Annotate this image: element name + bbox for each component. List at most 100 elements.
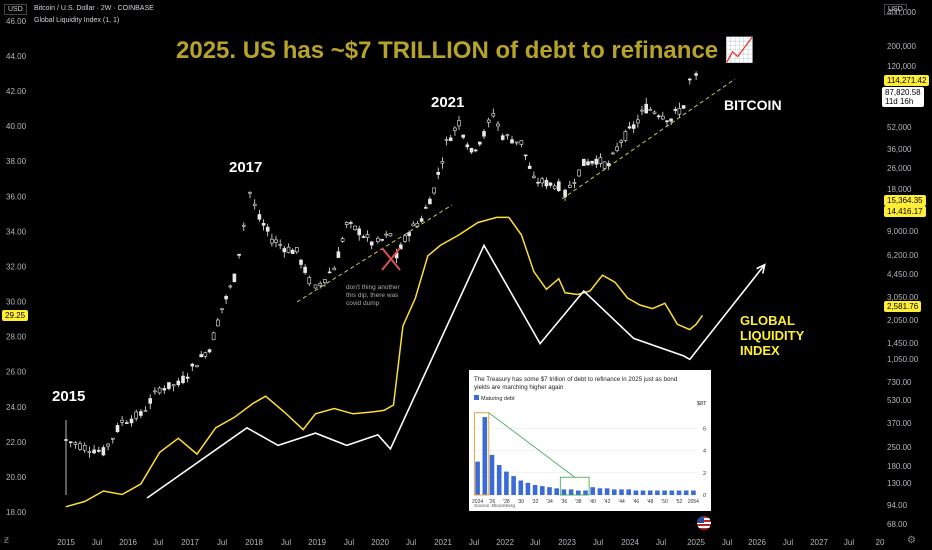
gli-point xyxy=(159,451,161,453)
gli-point xyxy=(676,323,678,325)
btc-candle xyxy=(106,443,110,447)
btc-candle xyxy=(207,349,212,353)
btc-candle xyxy=(577,169,581,177)
inset-bar xyxy=(554,488,559,495)
btc-candle xyxy=(176,380,181,386)
btc-candle xyxy=(572,182,577,184)
btc-candle xyxy=(652,111,657,114)
x-tick-label: Jul xyxy=(281,538,291,547)
gli-point xyxy=(265,395,267,397)
x-tick-label: Jul xyxy=(783,538,793,547)
btc-candle xyxy=(398,244,403,250)
x-tick-label: 2019 xyxy=(308,538,326,547)
level-a-tag: 15,364.35 xyxy=(884,195,926,206)
right-currency-badge[interactable]: USD xyxy=(884,4,907,15)
btc-candle xyxy=(544,180,549,187)
gli-left-tag: 29.25 xyxy=(2,310,29,321)
btc-candle xyxy=(369,241,374,246)
year-label-2015: 2015 xyxy=(52,388,86,405)
btc-candle xyxy=(594,158,599,165)
x-tick-label: 2027 xyxy=(810,538,828,547)
btc-candle xyxy=(299,259,303,265)
gli-point xyxy=(627,297,628,299)
tradingview-logo-icon[interactable]: Ƶ xyxy=(4,536,9,545)
btc-candle xyxy=(111,437,115,440)
x-tick-label: 2020 xyxy=(371,538,389,547)
inset-legend: Maturing debt xyxy=(474,395,515,402)
inset-bar xyxy=(475,461,480,495)
btc-candle xyxy=(252,203,257,207)
y-left-tick-label: 28.00 xyxy=(6,333,27,342)
btc-candle xyxy=(332,267,337,271)
btc-candle xyxy=(143,410,148,412)
gli-point xyxy=(233,416,235,418)
x-tick-label: Jul xyxy=(406,538,416,547)
y-left-tick-label: 42.00 xyxy=(6,87,27,96)
inset-bar xyxy=(547,487,552,495)
gli-point xyxy=(371,411,373,413)
y-right-tick-label: 250.00 xyxy=(887,443,912,452)
projection-arrowhead xyxy=(756,263,766,274)
gli-point xyxy=(602,274,603,276)
btc-candle xyxy=(694,73,698,76)
gli-point xyxy=(383,409,385,411)
btc-candle xyxy=(469,148,474,153)
btc-candle xyxy=(327,271,332,274)
inset-bar xyxy=(662,490,667,495)
year-label-2021: 2021 xyxy=(431,94,465,111)
btc-candle xyxy=(115,425,120,432)
inset-bar xyxy=(489,454,495,495)
btc-candle xyxy=(491,113,496,117)
btc-candle xyxy=(134,411,138,419)
covid-x-marker xyxy=(381,247,401,271)
gli-point xyxy=(283,411,285,413)
inset-y-tick: 6 xyxy=(703,426,706,432)
gli-label-line1: GLOBAL xyxy=(740,313,795,328)
indicator-title[interactable]: Global Liquidity Index (1, 1) xyxy=(34,17,120,24)
y-left-tick-label: 24.00 xyxy=(6,403,27,412)
symbol-title[interactable]: Bitcoin / U.S. Dollar · 2W · COINBASE xyxy=(34,5,154,12)
legend-swatch-icon xyxy=(474,395,479,400)
btc-candle xyxy=(376,237,380,242)
x-tick-label: Jul xyxy=(344,538,354,547)
settings-gear-icon[interactable]: ⚙ xyxy=(907,535,916,546)
btc-last-tag: 87,820.58 11d 16h xyxy=(882,87,924,107)
inset-x-tick: '28 xyxy=(503,499,510,505)
gli-label-line2: LIQUIDITY xyxy=(740,328,805,343)
btc-candle xyxy=(282,248,287,253)
btc-candle xyxy=(171,384,176,387)
inset-bar-chart: 6 4 2 0 2024 '26 '28 '30 '32 '34 '36 '38 '40 '42 '44 '4… xyxy=(472,412,706,505)
inset-bar xyxy=(583,490,588,495)
btc-candle xyxy=(190,363,195,367)
inset-bar xyxy=(504,471,509,495)
btc-candle xyxy=(627,126,632,129)
btc-candle xyxy=(290,249,295,254)
inset-bar xyxy=(532,485,538,495)
btc-candle xyxy=(248,191,252,194)
x-tick-label: Jul xyxy=(469,538,479,547)
gli-point xyxy=(508,216,510,218)
inset-highlight-2036 xyxy=(559,476,590,496)
x-tick-label: Jul xyxy=(530,538,540,547)
btc-candle xyxy=(669,118,673,122)
btc-candle xyxy=(523,154,528,157)
y-left-tick-label: 34.00 xyxy=(6,227,27,236)
inset-bar xyxy=(568,489,574,495)
inset-unit: $8T xyxy=(697,401,707,407)
covid-note: don't thing another this dip, there was … xyxy=(346,284,400,308)
inset-highlight-2025 xyxy=(473,412,490,496)
btc-candle xyxy=(423,207,428,209)
currency-badge[interactable]: USD xyxy=(4,4,27,15)
gli-point xyxy=(352,413,354,415)
gli-point xyxy=(196,453,198,455)
btc-candle xyxy=(552,185,557,190)
y-right-tick-label: 26,000 xyxy=(887,164,912,173)
x-tick-label: Jul xyxy=(217,538,227,547)
inset-bar xyxy=(496,465,502,495)
inset-x-tick: '46 xyxy=(633,499,640,505)
inset-x-tick: '52 xyxy=(676,499,683,505)
btc-candle xyxy=(167,382,171,389)
btc-candle xyxy=(461,134,466,138)
covid-note-line3: covid dump xyxy=(346,300,380,307)
